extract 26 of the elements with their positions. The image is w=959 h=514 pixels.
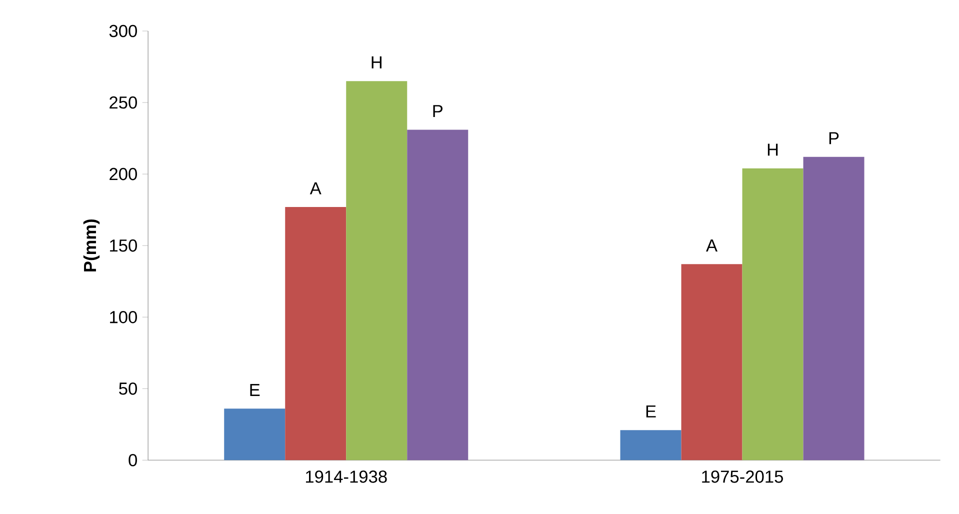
- bar: [224, 408, 286, 460]
- bar: [803, 156, 864, 460]
- y-tick-label: 0: [128, 454, 137, 466]
- y-tick-label: 100: [110, 310, 137, 324]
- bar: [681, 264, 742, 460]
- text: E: [250, 384, 260, 396]
- text: H: [768, 144, 778, 156]
- text: A: [706, 239, 718, 252]
- series-label: E: [646, 405, 656, 418]
- bar: [285, 206, 346, 460]
- y-tick-label: 50: [119, 382, 137, 395]
- y-tick-label: 150: [110, 239, 137, 252]
- bar: [346, 80, 408, 460]
- text: P: [829, 132, 839, 144]
- x-tick-label: 1975-2015: [702, 470, 783, 483]
- x-tick-label: 1914-1938: [306, 470, 387, 483]
- bar: [620, 430, 682, 460]
- y-axis-title: P(mm): [83, 219, 100, 272]
- y-tick-label: 300: [109, 24, 137, 38]
- series-label: A: [310, 182, 322, 194]
- series-label: H: [372, 56, 382, 68]
- series-label: P: [433, 104, 442, 117]
- y-tick-label: 250: [110, 96, 137, 109]
- bar: [742, 168, 804, 460]
- bar: [407, 130, 468, 460]
- y-tick-label: 200: [110, 168, 137, 180]
